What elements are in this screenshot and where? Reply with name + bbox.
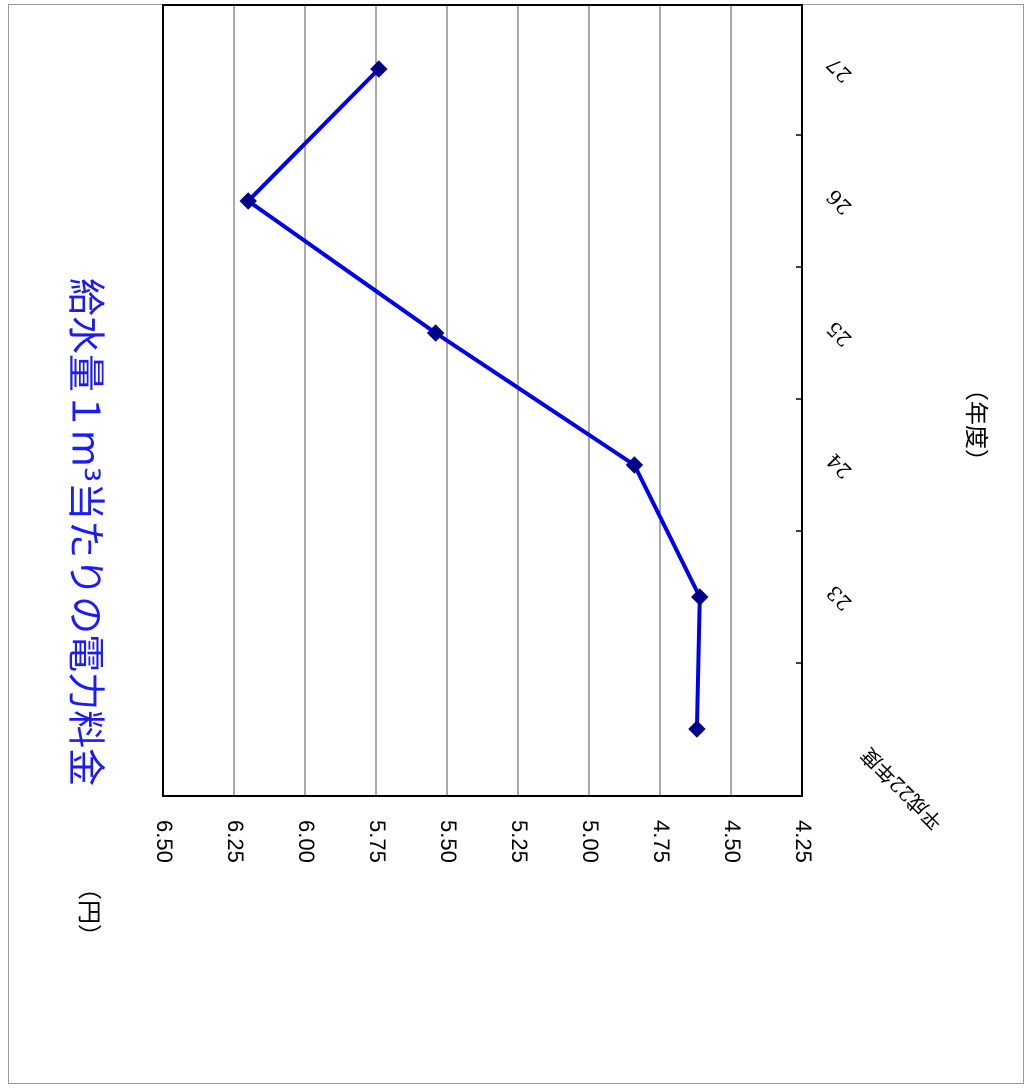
x-tick-label: 27 (821, 53, 856, 88)
y-tick-labels: 6.50 6.25 6.00 5.75 5.50 5.25 5.00 4.75 4.50 4.25 (152, 820, 816, 863)
data-point-marker (691, 588, 709, 606)
y-tick-label: 6.25 (223, 820, 248, 863)
plot-area (162, 4, 803, 797)
markers (239, 60, 709, 738)
data-point-marker (370, 60, 388, 78)
y-tick-label: 5.50 (436, 820, 461, 863)
x-ticks (796, 134, 802, 664)
x-axis-label: （年度） (962, 377, 990, 473)
y-tick-label: 5.25 (507, 820, 532, 863)
gridlines (162, 5, 803, 796)
y-tick-label: 4.25 (791, 820, 816, 863)
chart-title: 給水量１m³当たりの電力料金 (64, 278, 108, 786)
x-tick-label: 23 (821, 581, 856, 616)
data-point-marker (239, 192, 257, 210)
y-tick-label: 4.75 (649, 820, 674, 863)
x-tick-label: 26 (821, 185, 856, 220)
x-tick-label: 25 (821, 317, 856, 352)
y-tick-label: 6.50 (152, 820, 177, 863)
y-tick-label: 6.00 (294, 820, 319, 863)
x-tick-label: 24 (821, 449, 856, 484)
x-tick-label: 平成22年度 (856, 743, 948, 835)
data-point-marker (688, 720, 706, 738)
y-tick-label: 5.75 (365, 820, 390, 863)
data-point-marker (625, 456, 644, 474)
x-tick-labels: 平成22年度 23 24 25 26 27 (821, 53, 947, 835)
data-point-marker (426, 324, 445, 342)
y-tick-label: 4.50 (720, 820, 745, 863)
y-axis-label: （円） (75, 876, 103, 948)
y-tick-label: 5.00 (578, 820, 603, 863)
series-line-group (246, 67, 702, 730)
series-line (246, 67, 702, 730)
